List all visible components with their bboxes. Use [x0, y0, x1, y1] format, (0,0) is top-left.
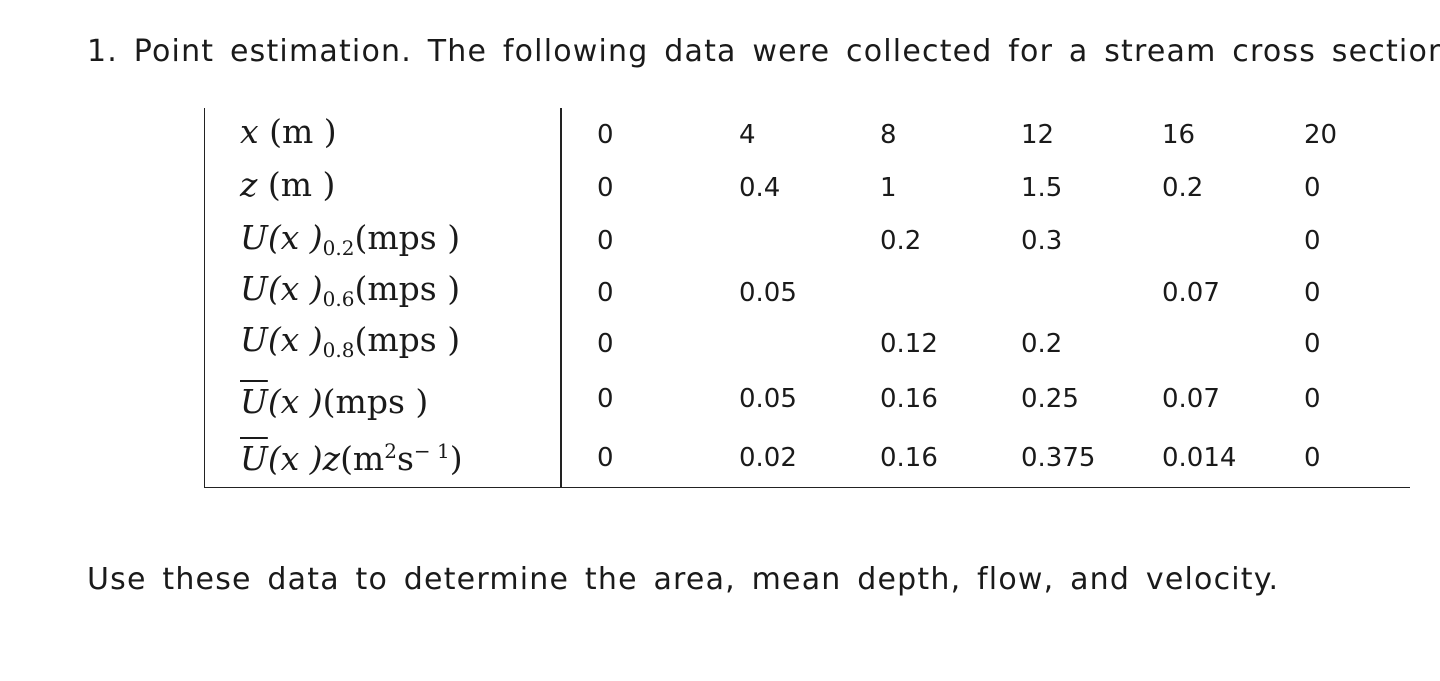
data-table [204, 108, 1410, 488]
table-cell: 0.07 [1162, 384, 1220, 414]
row-label-unit-post: ) [449, 439, 463, 478]
table-cell: 8 [880, 120, 897, 150]
row-label-ubar: U(x )(mps ) [240, 385, 428, 418]
row-label-unit-mid: s [396, 439, 414, 478]
row-label-u06: U(x )0.6(mps ) [240, 272, 460, 309]
table-cell: 0.4 [739, 173, 781, 203]
table-cell: 0 [597, 443, 614, 473]
table-cell: 0.12 [880, 329, 938, 359]
table-cell: 0.2 [880, 226, 922, 256]
table-cell: 0 [1304, 329, 1321, 359]
row-label-unit: (mps ) [354, 269, 461, 308]
problem-heading: 1. Point estimation. The following data … [87, 34, 1440, 69]
table-cell: 0.05 [739, 278, 797, 308]
row-label-ubar-z: U(x )z(m2s− 1) [240, 441, 463, 475]
row-label-u02: U(x )0.2(mps ) [240, 221, 460, 258]
table-cell: 0 [1304, 384, 1321, 414]
table-column-divider [560, 108, 562, 487]
table-cell: 0 [597, 173, 614, 203]
table-cell: 0 [597, 278, 614, 308]
row-label-x: x (m ) [240, 115, 337, 148]
table-cell: 0.2 [1162, 173, 1204, 203]
row-label-var: U [240, 218, 268, 257]
row-label-unit: (m ) [267, 165, 336, 204]
row-label-arg: (x ) [267, 382, 323, 421]
table-cell: 1 [880, 173, 897, 203]
row-label-arg: (x ) [267, 269, 323, 308]
row-label-var2: z [322, 439, 341, 478]
row-label-sub: 0.6 [322, 287, 355, 311]
row-label-var: U [240, 439, 268, 478]
row-label-unit: (mps ) [354, 218, 461, 257]
closing-question: Use these data to determine the area, me… [87, 562, 1280, 597]
row-label-unit: (mps ) [322, 382, 429, 421]
row-label-var: z [240, 165, 258, 204]
row-label-z: z (m ) [240, 168, 335, 201]
table-cell: 0.07 [1162, 278, 1220, 308]
table-cell: 20 [1304, 120, 1338, 150]
table-cell: 4 [739, 120, 756, 150]
table-cell: 0.25 [1021, 384, 1079, 414]
table-cell: 0.16 [880, 443, 938, 473]
table-cell: 0 [597, 384, 614, 414]
row-label-sub: 0.8 [322, 338, 355, 362]
table-cell: 0.02 [739, 443, 797, 473]
row-label-u08: U(x )0.8(mps ) [240, 323, 460, 360]
row-label-unit: (m ) [269, 112, 337, 151]
row-label-var: x [240, 112, 259, 151]
row-label-sup2: − 1 [413, 439, 450, 463]
table-cell: 0 [597, 329, 614, 359]
table-cell: 0.2 [1021, 329, 1063, 359]
table-cell: 0 [1304, 278, 1321, 308]
row-label-var: U [240, 382, 268, 421]
row-label-var: U [240, 320, 268, 359]
row-label-unit: (mps ) [354, 320, 461, 359]
row-label-var: U [240, 269, 268, 308]
row-label-arg: (x ) [267, 439, 323, 478]
table-cell: 0 [597, 226, 614, 256]
table-cell: 0 [597, 120, 614, 150]
table-cell: 0.014 [1162, 443, 1237, 473]
table-cell: 0 [1304, 226, 1321, 256]
table-cell: 0.16 [880, 384, 938, 414]
table-cell: 0 [1304, 443, 1321, 473]
table-cell: 1.5 [1021, 173, 1063, 203]
row-label-sup1: 2 [384, 439, 397, 463]
table-cell: 0.375 [1021, 443, 1096, 473]
table-cell: 0 [1304, 173, 1321, 203]
row-label-arg: (x ) [267, 320, 323, 359]
table-cell: 0.05 [739, 384, 797, 414]
table-cell: 16 [1162, 120, 1196, 150]
table-cell: 12 [1021, 120, 1055, 150]
table-cell: 0.3 [1021, 226, 1063, 256]
row-label-sub: 0.2 [322, 236, 355, 260]
row-label-arg: (x ) [267, 218, 323, 257]
row-label-unit-pre: (m [340, 439, 385, 478]
